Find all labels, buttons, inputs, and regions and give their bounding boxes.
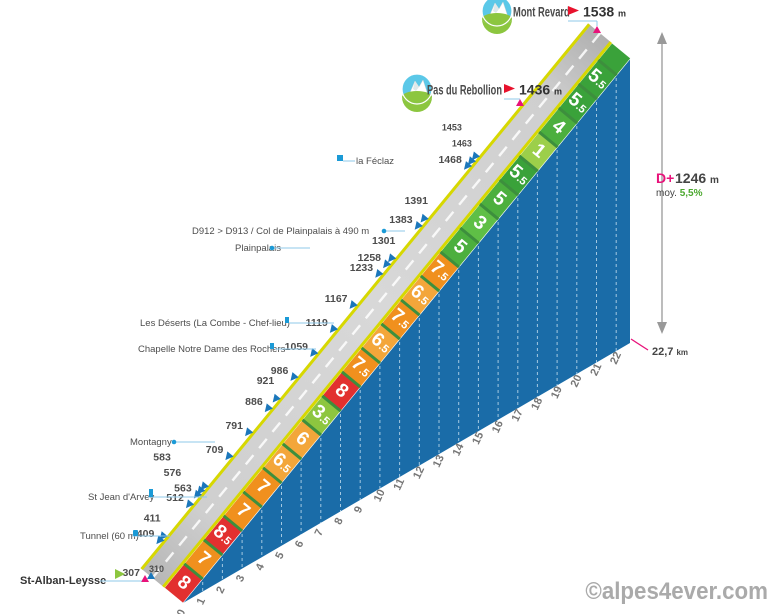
- svg-text:986: 986: [271, 365, 289, 377]
- svg-text:921: 921: [257, 375, 275, 387]
- svg-text:8: 8: [332, 516, 345, 527]
- svg-text:1: 1: [195, 596, 208, 607]
- svg-text:D912 > D913 / Col de Plainpala: D912 > D913 / Col de Plainpalais à 490 m: [192, 226, 369, 237]
- svg-text:Tunnel (60 m): Tunnel (60 m): [80, 531, 139, 542]
- svg-text:1453: 1453: [442, 122, 462, 132]
- svg-text:7: 7: [313, 527, 326, 538]
- svg-text:D+: D+: [656, 170, 674, 186]
- svg-text:Montagny: Montagny: [130, 437, 172, 448]
- svg-text:0: 0: [175, 608, 188, 614]
- svg-text:Pas du Rebollion: Pas du Rebollion: [427, 82, 502, 99]
- svg-text:886: 886: [245, 396, 263, 408]
- svg-text:1059: 1059: [285, 341, 309, 353]
- svg-text:5: 5: [273, 550, 286, 561]
- svg-text:la Féclaz: la Féclaz: [356, 156, 394, 167]
- svg-text:576: 576: [164, 467, 182, 479]
- svg-text:563: 563: [174, 483, 192, 495]
- svg-text:Chapelle Notre Dame des Rocher: Chapelle Notre Dame des Rochers: [138, 344, 286, 355]
- svg-text:1258: 1258: [358, 252, 382, 264]
- svg-text:22,7 km: 22,7 km: [652, 346, 688, 358]
- svg-text:709: 709: [206, 444, 224, 456]
- svg-text:1463: 1463: [452, 139, 472, 149]
- svg-text:9: 9: [352, 505, 365, 516]
- svg-text:409: 409: [137, 528, 155, 540]
- svg-text:1246 m: 1246 m: [675, 170, 719, 186]
- svg-text:4: 4: [254, 561, 268, 572]
- svg-text:moy. 5,5%: moy. 5,5%: [656, 188, 703, 199]
- svg-text:Mont Revard: Mont Revard: [513, 4, 570, 20]
- svg-text:1301: 1301: [372, 235, 396, 247]
- svg-text:1167: 1167: [325, 293, 348, 305]
- svg-text:307: 307: [122, 567, 140, 579]
- svg-text:3: 3: [234, 573, 247, 584]
- svg-text:1391: 1391: [405, 195, 429, 207]
- svg-text:6: 6: [293, 539, 306, 550]
- svg-text:St-Alban-Leysse: St-Alban-Leysse: [20, 575, 106, 587]
- svg-text:411: 411: [144, 513, 161, 525]
- svg-text:St Jean d'Arvey: St Jean d'Arvey: [88, 492, 154, 503]
- svg-text:1383: 1383: [389, 214, 413, 226]
- svg-text:Les Déserts (La Combe - Chef-l: Les Déserts (La Combe - Chef-lieu): [140, 318, 290, 329]
- svg-text:1468: 1468: [438, 154, 462, 166]
- svg-text:©alpes4ever.com: ©alpes4ever.com: [585, 577, 768, 604]
- svg-text:2: 2: [214, 585, 227, 596]
- svg-text:791: 791: [225, 420, 243, 432]
- svg-text:583: 583: [153, 451, 171, 463]
- svg-text:1538 m: 1538 m: [583, 4, 626, 20]
